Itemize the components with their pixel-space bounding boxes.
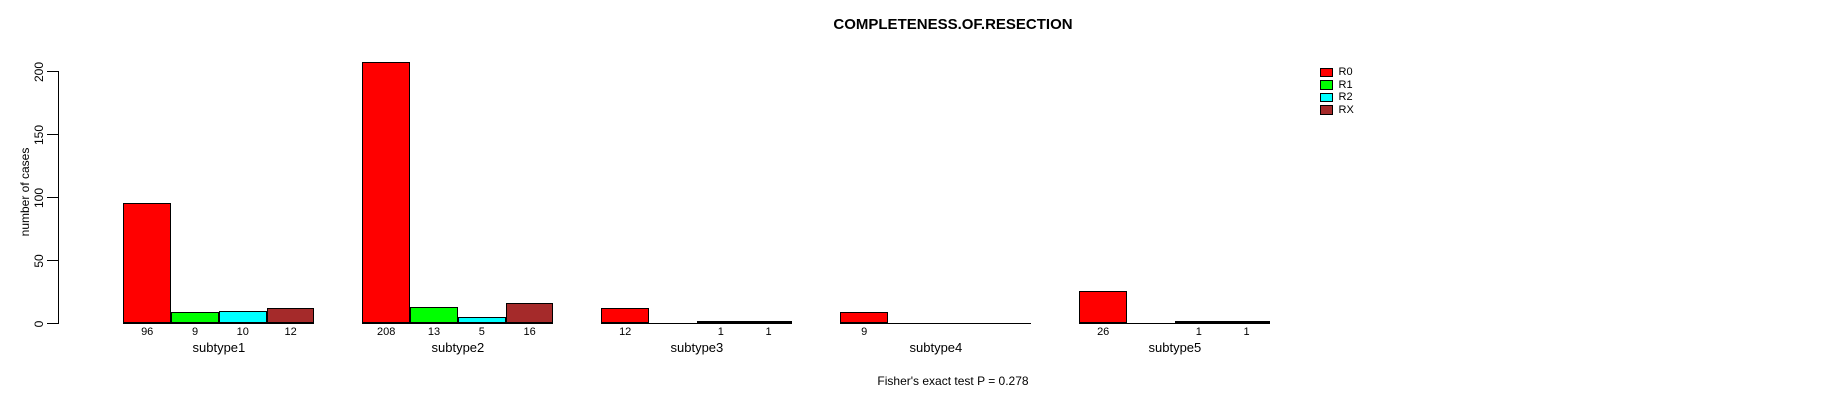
bar [457, 317, 506, 324]
group-baseline [840, 322, 1032, 325]
bar-value-label: 1 [717, 326, 724, 338]
legend-label: RX [1338, 103, 1354, 116]
group-baseline [1079, 322, 1271, 325]
group-baseline [123, 322, 315, 325]
legend-item: RX [1320, 104, 1354, 117]
category-label: subtype2 [431, 340, 485, 355]
chart-title: COMPLETENESS.OF.RESECTION [833, 16, 1073, 33]
bar-value-label: 12 [619, 326, 632, 338]
bar [218, 310, 267, 324]
legend-item: R1 [1320, 79, 1354, 92]
y-tick-label: 50 [32, 253, 46, 268]
bar-value-label: 96 [141, 326, 154, 338]
category-label: subtype5 [1148, 340, 1202, 355]
bar [601, 308, 650, 324]
bar [505, 303, 554, 324]
y-tick [46, 322, 59, 325]
bar-value-label: 16 [523, 326, 536, 338]
category-label: subtype4 [909, 340, 963, 355]
y-tick-label: 200 [32, 61, 46, 82]
bar-value-label: 1 [1195, 326, 1202, 338]
footnote: Fisher's exact test P = 0.278 [877, 374, 1029, 388]
r2-swatch-icon [1320, 92, 1333, 103]
legend-item: R0 [1320, 66, 1354, 79]
legend-item: R2 [1320, 91, 1354, 104]
bar [1222, 321, 1271, 324]
bar [266, 308, 315, 324]
r1-swatch-icon [1320, 80, 1333, 90]
category-label: subtype3 [670, 340, 724, 355]
bar-value-label: 208 [377, 326, 396, 338]
y-tick-label: 150 [32, 124, 46, 145]
bar-value-label: 9 [861, 326, 868, 338]
bar [410, 307, 458, 324]
bar [744, 321, 793, 324]
bar [1174, 321, 1223, 324]
legend-label: R1 [1338, 78, 1353, 91]
y-axis-line [58, 71, 60, 325]
y-tick [46, 259, 59, 262]
bar [171, 312, 219, 324]
bar-value-label: 1 [1243, 326, 1250, 338]
y-tick-label: 100 [32, 187, 46, 208]
y-axis-label: number of cases [18, 147, 32, 237]
bar-value-label: 13 [427, 326, 441, 338]
y-tick [46, 197, 59, 199]
bar [362, 61, 411, 324]
category-label: subtype1 [192, 340, 246, 355]
bar-value-label: 12 [284, 326, 297, 338]
bar [123, 202, 172, 324]
group-baseline [601, 322, 793, 325]
y-tick [46, 71, 59, 73]
legend-label: R0 [1338, 66, 1353, 78]
group-baseline [362, 322, 554, 325]
legend: R0 R1 R2 RX [1320, 66, 1354, 116]
bar-value-label: 5 [478, 326, 485, 338]
legend-label: R2 [1338, 91, 1353, 104]
bar-value-label: 9 [191, 326, 199, 338]
bar [840, 312, 889, 324]
y-tick [46, 134, 59, 136]
y-tick-label: 0 [32, 320, 46, 327]
bar [696, 321, 745, 324]
bar-value-label: 10 [236, 326, 249, 338]
r0-swatch-icon [1320, 67, 1333, 77]
bar-value-label: 1 [765, 326, 772, 338]
rx-swatch-icon [1320, 105, 1333, 115]
bar-value-label: 26 [1097, 326, 1110, 338]
bar [1079, 290, 1128, 324]
